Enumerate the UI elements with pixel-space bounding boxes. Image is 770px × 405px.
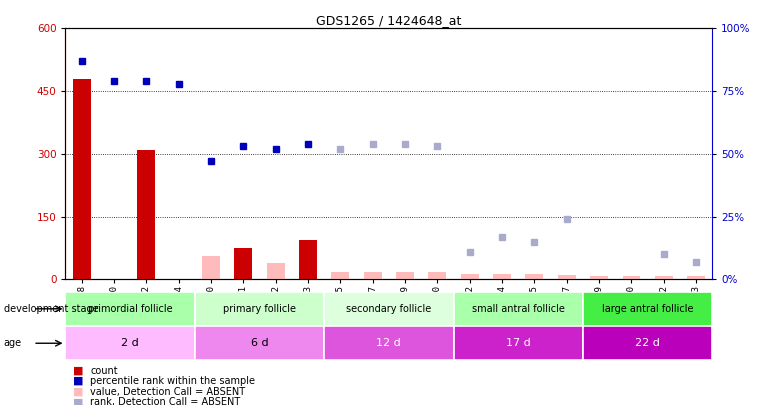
Bar (654, 276, 673, 279)
Text: 22 d: 22 d (635, 338, 660, 348)
Text: ■: ■ (73, 387, 84, 396)
Text: development stage: development stage (4, 304, 99, 314)
Text: value, Detection Call = ABSENT: value, Detection Call = ABSENT (90, 387, 245, 396)
Bar (266, 263, 285, 279)
Text: primordial follicle: primordial follicle (88, 304, 172, 314)
Bar (195, 292, 324, 326)
Bar (234, 248, 253, 279)
Bar (324, 326, 454, 360)
Text: percentile rank within the sample: percentile rank within the sample (90, 376, 255, 386)
Text: count: count (90, 366, 118, 375)
Bar (363, 272, 382, 279)
Text: age: age (4, 339, 22, 348)
Text: rank, Detection Call = ABSENT: rank, Detection Call = ABSENT (90, 397, 240, 405)
Bar (202, 256, 220, 279)
Bar (299, 240, 317, 279)
Bar (454, 326, 583, 360)
Bar (195, 326, 324, 360)
Text: secondary follicle: secondary follicle (346, 304, 431, 314)
Title: GDS1265 / 1424648_at: GDS1265 / 1424648_at (316, 14, 461, 27)
Bar (396, 272, 414, 279)
Bar (137, 150, 156, 279)
Bar (525, 275, 544, 279)
Text: 17 d: 17 d (506, 338, 531, 348)
Bar (493, 275, 511, 279)
Bar (590, 276, 608, 279)
Bar (460, 275, 479, 279)
Bar (583, 292, 712, 326)
Bar (331, 272, 350, 279)
Text: ■: ■ (73, 397, 84, 405)
Bar (557, 275, 576, 279)
Bar (324, 292, 454, 326)
Text: ■: ■ (73, 376, 84, 386)
Text: ■: ■ (73, 366, 84, 375)
Bar (454, 292, 583, 326)
Text: small antral follicle: small antral follicle (472, 304, 564, 314)
Bar (65, 326, 195, 360)
Bar (72, 79, 91, 279)
Bar (65, 292, 195, 326)
Text: primary follicle: primary follicle (223, 304, 296, 314)
Text: 12 d: 12 d (377, 338, 401, 348)
Text: 2 d: 2 d (121, 338, 139, 348)
Text: 6 d: 6 d (251, 338, 268, 348)
Bar (622, 276, 641, 279)
Text: large antral follicle: large antral follicle (602, 304, 693, 314)
Bar (583, 326, 712, 360)
Bar (687, 276, 705, 279)
Bar (428, 272, 447, 279)
